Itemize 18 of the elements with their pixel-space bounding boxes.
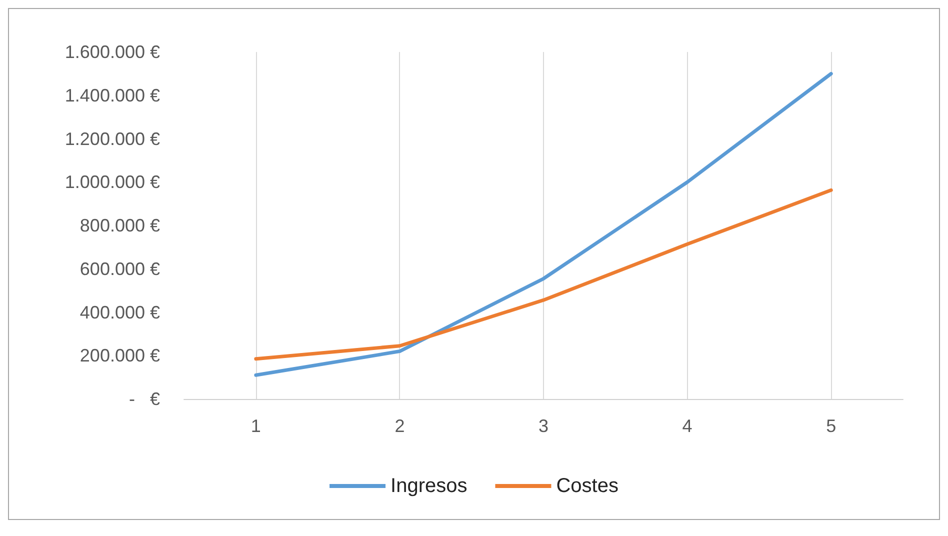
legend-label: Costes — [556, 475, 618, 497]
line-series — [254, 188, 833, 361]
y-tick-label: 600.000 € — [80, 258, 160, 279]
x-tick-label: 4 — [682, 416, 692, 436]
y-tick-label: 400.000 € — [80, 302, 160, 322]
y-tick-label: - € — [128, 389, 160, 409]
legend-label: Ingresos — [390, 475, 468, 497]
x-tick-label: 2 — [394, 416, 405, 436]
line-series — [254, 72, 833, 377]
y-tick-label: 1.400.000 € — [64, 85, 160, 106]
y-tick-label: 800.000 € — [80, 216, 160, 236]
x-tick-label: 3 — [538, 416, 549, 436]
x-tick-label: 1 — [250, 416, 261, 436]
x-tick-label: 5 — [826, 416, 836, 436]
y-tick-label: 200.000 € — [80, 346, 160, 366]
y-tick-label: 1.200.000 € — [64, 128, 160, 149]
y-tick-label: 1.000.000 € — [64, 172, 160, 192]
y-tick-label: 1.600.000 € — [64, 42, 160, 62]
